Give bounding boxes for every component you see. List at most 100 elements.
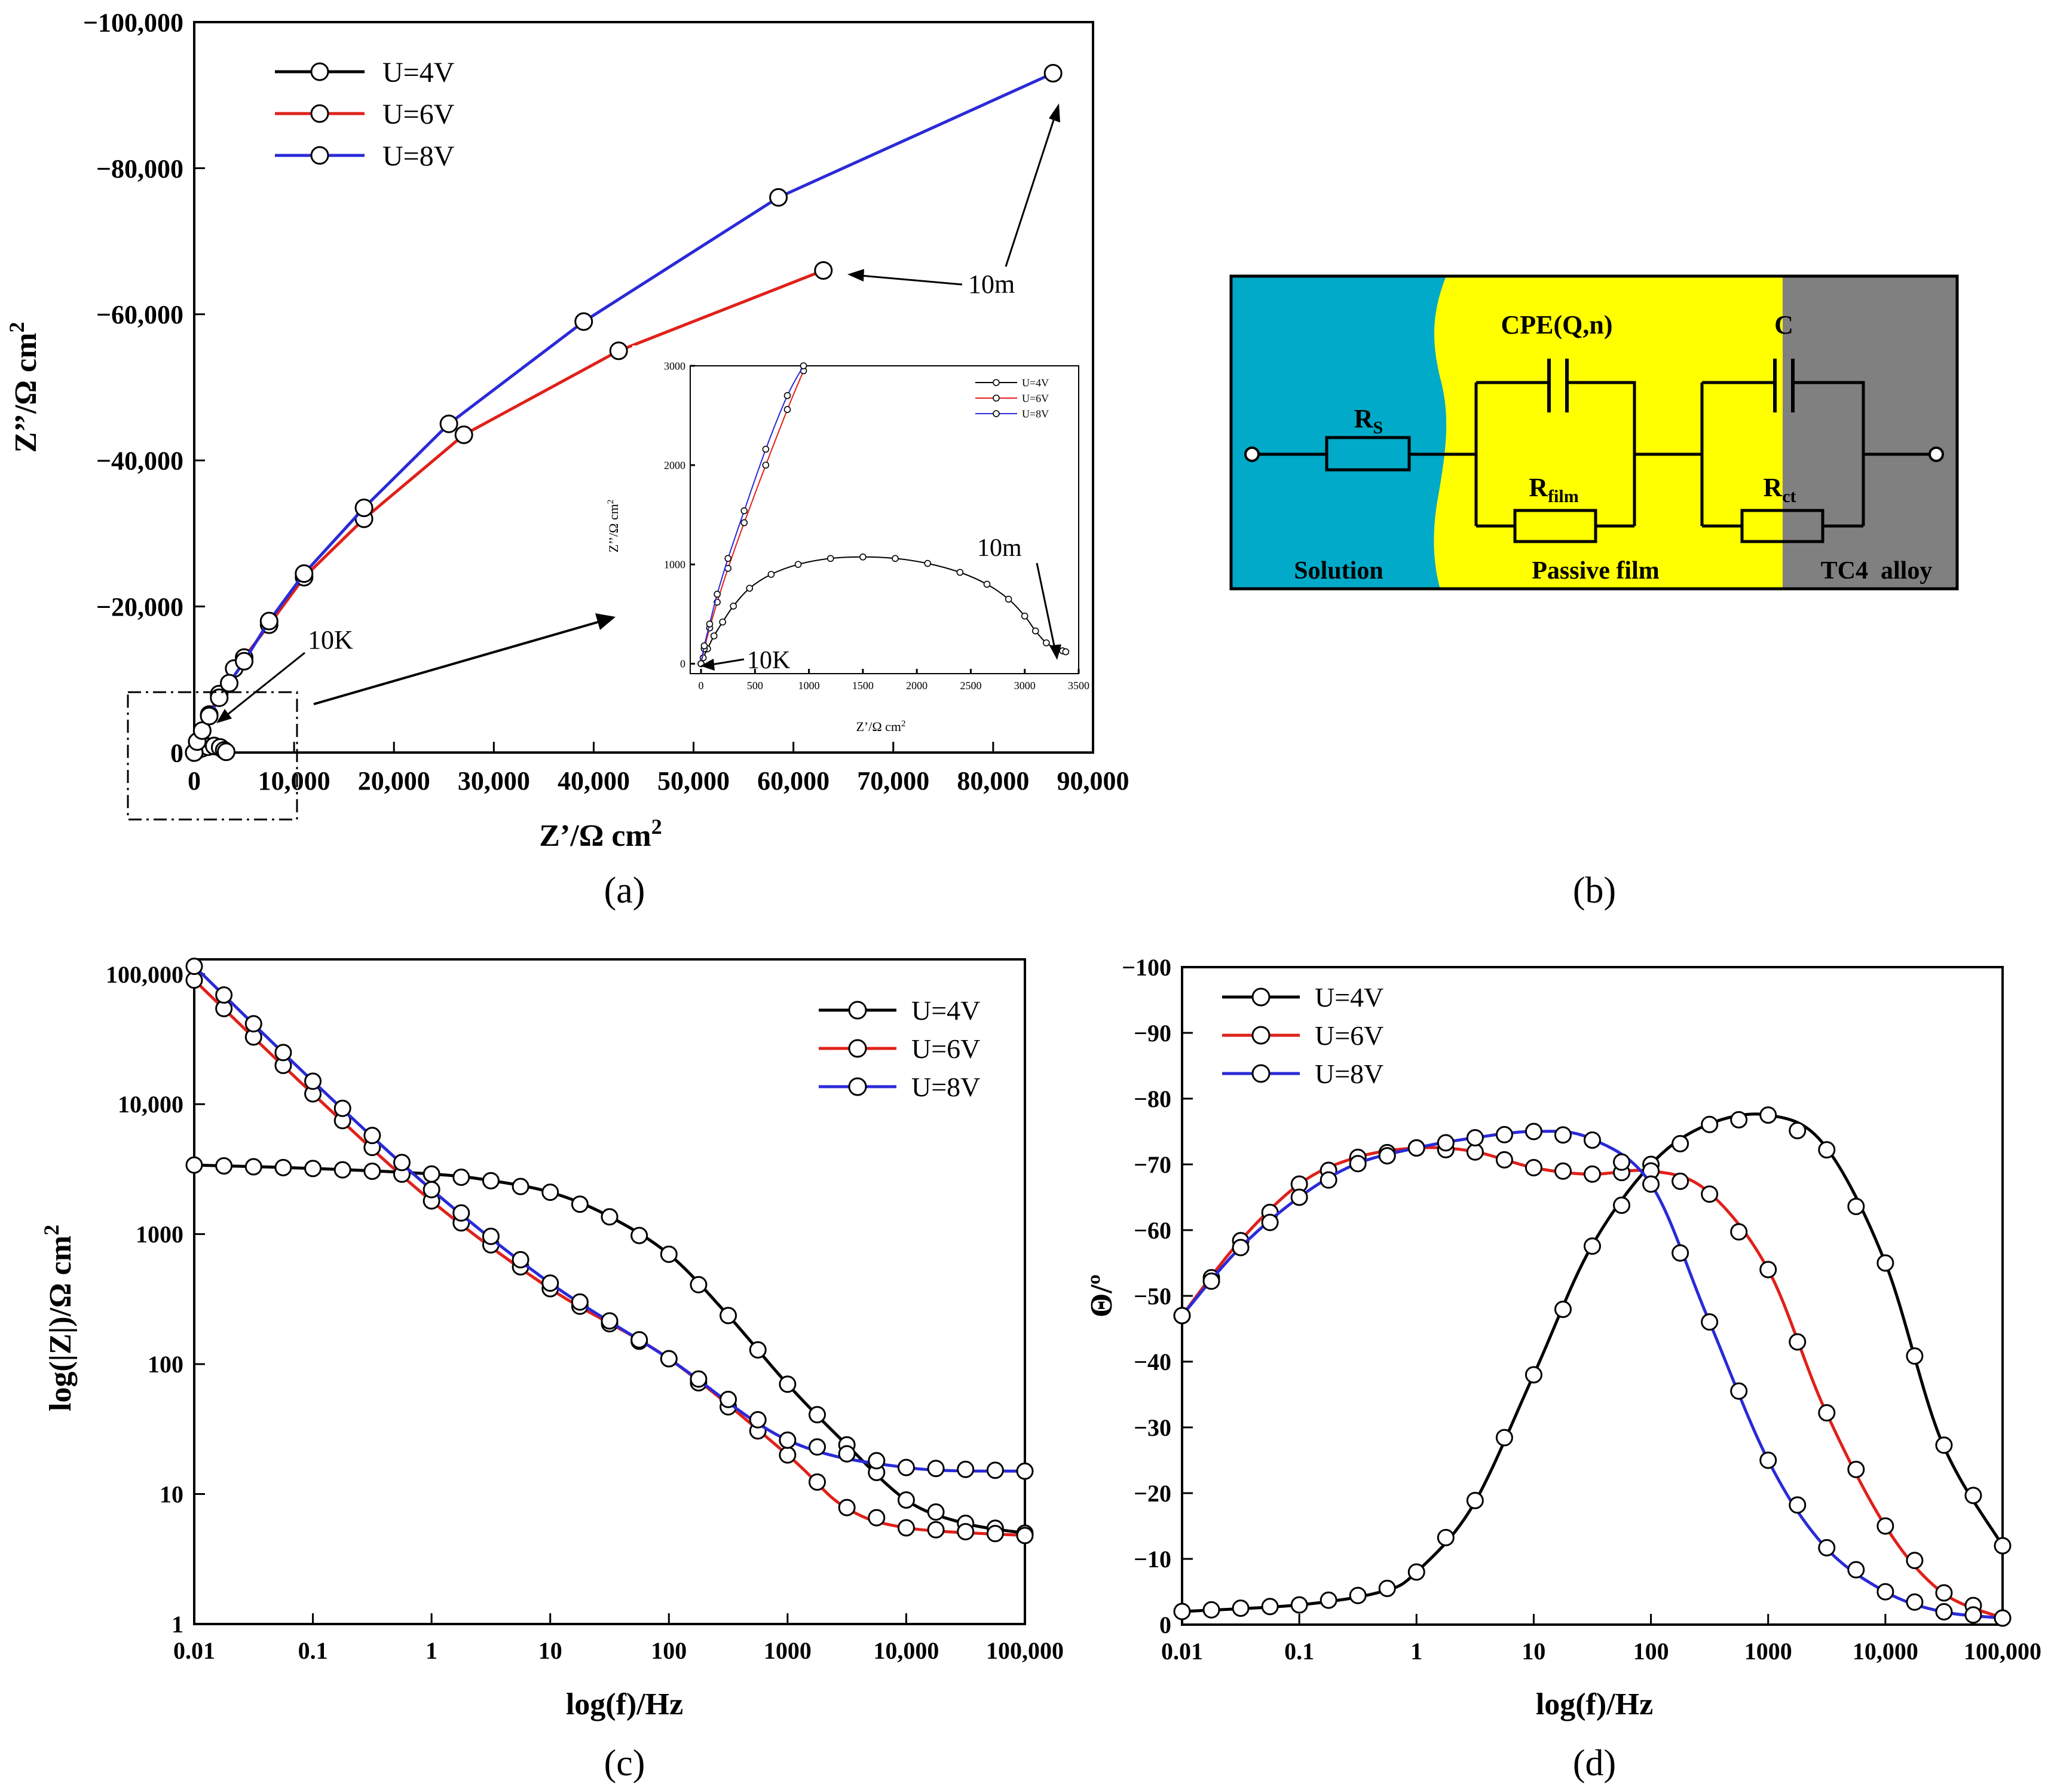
y-tick-label: 100,000 — [106, 961, 183, 988]
data-point — [1876, 1583, 1894, 1601]
inset-legend: U=4V U=6V U=8V — [975, 377, 1049, 420]
data-point — [363, 1162, 381, 1180]
data-point — [983, 580, 991, 588]
data-point — [1642, 1175, 1660, 1193]
data-point — [927, 1503, 945, 1521]
x-tick-label: 70,000 — [857, 766, 929, 796]
data-point — [354, 499, 374, 518]
data-point — [423, 1181, 440, 1198]
data-point — [783, 392, 791, 399]
x-tick-label: 100 — [1633, 1638, 1669, 1665]
alloy-region — [1783, 276, 1957, 589]
data-point — [783, 406, 791, 413]
legend-label: U=4V — [911, 995, 980, 1026]
legend-label: U=4V — [1022, 377, 1049, 389]
data-point — [1876, 1517, 1894, 1535]
data-point — [215, 986, 233, 1004]
zoom-arrow — [313, 619, 604, 705]
data-point — [1016, 1462, 1034, 1480]
data-point — [1378, 1579, 1396, 1597]
y-tick-label: −70 — [1134, 1151, 1171, 1178]
data-point — [892, 555, 899, 562]
y-tick-label: 100 — [148, 1351, 183, 1378]
panel-a: 0 10,000 20,000 30,000 40,000 50,000 60,000 70,… — [5, 8, 1129, 911]
data-point — [1466, 1129, 1484, 1147]
data-point — [1847, 1561, 1865, 1579]
data-point — [1349, 1155, 1367, 1173]
data-point — [826, 555, 834, 562]
legend-label: U=8V — [911, 1072, 980, 1102]
data-point — [439, 414, 458, 433]
series-group-d — [1173, 1106, 2012, 1627]
data-point — [452, 1169, 470, 1186]
data-point — [986, 1525, 1004, 1543]
data-point — [897, 1519, 915, 1537]
data-point — [660, 1245, 678, 1263]
x-axis-label-a: Z’/Ω cm2 — [539, 815, 662, 853]
data-point — [1964, 1487, 1982, 1504]
data-point — [363, 1127, 381, 1145]
x-tick-label: 0.1 — [298, 1637, 328, 1664]
data-point — [1584, 1237, 1601, 1255]
legend-marker — [310, 104, 329, 123]
data-point — [986, 1461, 1004, 1479]
terminal-left — [1244, 447, 1260, 462]
data-point — [762, 445, 770, 453]
series-line — [700, 556, 1066, 664]
data-point — [740, 507, 748, 515]
data-point — [1906, 1347, 1924, 1365]
circuit-wires — [1255, 381, 1933, 528]
inset-annotation-10m: 10m — [977, 534, 1022, 562]
annotation-10K: 10K — [308, 625, 353, 655]
legend-label: U=8V — [1315, 1059, 1383, 1089]
legend-label: U=8V — [1022, 408, 1049, 420]
data-point — [210, 688, 229, 707]
data-point — [1613, 1196, 1631, 1214]
axes-d: 0.01 0.1 1 10 100 1000 10,000 100,000 0 −10 −20 −30… — [1122, 954, 2041, 1665]
solution-region — [1231, 276, 1447, 589]
x-tick-label: 10,000 — [873, 1637, 939, 1664]
data-point — [1818, 1404, 1836, 1422]
data-point — [295, 564, 314, 583]
data-point — [1935, 1584, 1953, 1602]
label-rct: Rct — [1763, 473, 1796, 506]
label-alloy: TC4 alloy — [1821, 557, 1933, 585]
inset-10K-arrow — [711, 658, 745, 666]
inset-series-group — [697, 362, 1070, 668]
data-point — [512, 1178, 529, 1195]
x-tick-label: 1000 — [764, 1637, 812, 1664]
x-tick-label: 0 — [188, 766, 201, 796]
data-point — [809, 1406, 826, 1424]
data-point — [192, 721, 212, 740]
data-point — [216, 742, 235, 762]
panel-label-d: (d) — [1573, 1743, 1616, 1784]
data-point — [868, 1452, 886, 1470]
data-point — [927, 1460, 945, 1478]
x-tick-label: 3500 — [1068, 680, 1089, 692]
label-cpe: CPE(Q,n) — [1501, 310, 1613, 340]
series-line — [1181, 1146, 2003, 1620]
annotation-10m-arrowhead-red — [847, 269, 864, 282]
x-tick-label: 0.01 — [1161, 1638, 1203, 1665]
x-tick-label: 10 — [538, 1637, 562, 1664]
x-tick-label: 500 — [747, 680, 763, 692]
label-solution: Solution — [1294, 557, 1383, 585]
data-point — [1062, 648, 1070, 656]
data-point — [1043, 64, 1063, 83]
data-point — [219, 674, 238, 693]
data-point — [897, 1491, 915, 1509]
resistor-rct — [1740, 509, 1824, 543]
x-tick-label: 1000 — [798, 680, 820, 692]
x-tick-label: 1 — [425, 1637, 437, 1664]
legend-c: U=4V U=6V U=8V — [819, 995, 980, 1102]
data-point — [1466, 1491, 1484, 1509]
data-point — [1935, 1436, 1953, 1454]
data-point — [1906, 1552, 1924, 1570]
x-tick-label: 0.1 — [1284, 1638, 1314, 1665]
data-point — [304, 1160, 322, 1178]
axes-c: 0.01 0.1 1 10 100 1000 10,000 100,000 1 10 100 1000… — [106, 961, 1064, 1664]
data-point — [1906, 1593, 1924, 1611]
data-point — [779, 1431, 797, 1449]
inset-y-axis-label: Z’’/Ω cm2 — [606, 500, 621, 553]
data-point — [482, 1227, 500, 1245]
